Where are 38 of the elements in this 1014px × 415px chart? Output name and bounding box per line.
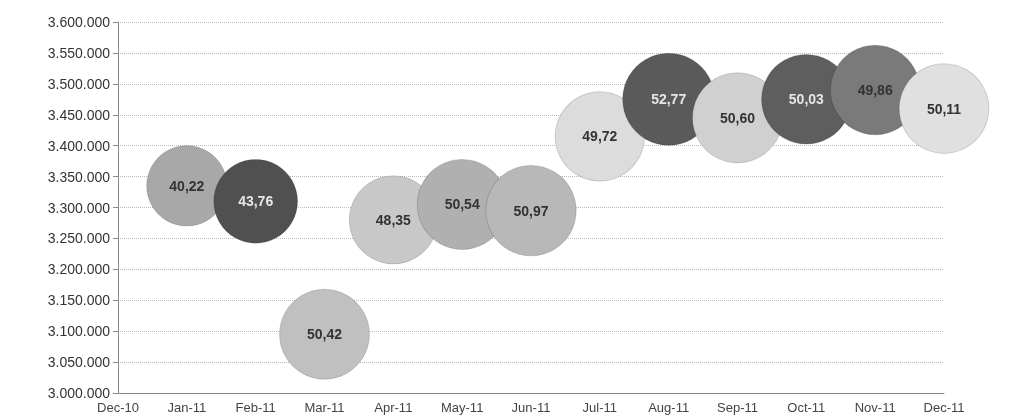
x-tick-label: Nov-11 xyxy=(854,400,896,415)
x-tick-label: Jun-11 xyxy=(511,400,551,415)
y-tick-label: 3.150.000 xyxy=(47,292,111,309)
data-label: 49,86 xyxy=(857,82,893,99)
data-label: 50,42 xyxy=(306,326,343,343)
data-label: 40,22 xyxy=(169,177,205,194)
x-tick-label: May-11 xyxy=(440,400,484,415)
data-label: 50,97 xyxy=(513,202,549,219)
y-tick-label: 3.500.000 xyxy=(47,75,111,92)
y-tick-label: 3.600.000 xyxy=(47,14,111,30)
y-tick-label: 3.050.000 xyxy=(47,354,111,371)
data-label: 48,35 xyxy=(375,211,412,228)
data-label: 43,76 xyxy=(238,193,274,210)
y-tick-label: 3.350.000 xyxy=(47,168,111,185)
x-tick-label: Oct-11 xyxy=(787,400,826,415)
x-tick-label: Sep-11 xyxy=(717,400,758,415)
x-tick-label: Mar-11 xyxy=(304,400,345,415)
data-label: 52,77 xyxy=(651,91,687,108)
x-tick-label: Apr-11 xyxy=(374,400,413,415)
data-label: 50,60 xyxy=(719,109,756,126)
data-label: 50,54 xyxy=(444,196,480,213)
data-label: 50,11 xyxy=(926,100,962,117)
data-label: 49,72 xyxy=(582,128,618,145)
y-tick-label: 3.200.000 xyxy=(47,261,111,278)
x-tick-label: Dec-11 xyxy=(923,400,965,415)
y-tick-label: 3.000.000 xyxy=(47,385,111,401)
x-tick-label: Feb-11 xyxy=(235,400,276,415)
y-tick-label: 3.550.000 xyxy=(47,44,111,61)
x-tick-label: Jan-11 xyxy=(167,400,207,415)
y-tick-label: 3.300.000 xyxy=(47,199,111,216)
y-tick-label: 3.100.000 xyxy=(47,323,111,340)
y-tick-label: 3.400.000 xyxy=(47,137,111,154)
x-tick-label: Jul-11 xyxy=(582,400,618,415)
data-label: 50,03 xyxy=(788,91,825,108)
y-tick-label: 3.250.000 xyxy=(47,230,111,247)
x-tick-label: Aug-11 xyxy=(648,400,690,415)
x-tick-label: Dec-10 xyxy=(97,400,139,415)
y-tick-label: 3.450.000 xyxy=(47,106,111,123)
